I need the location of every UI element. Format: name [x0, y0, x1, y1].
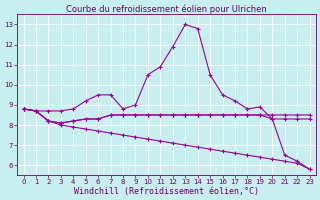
X-axis label: Windchill (Refroidissement éolien,°C): Windchill (Refroidissement éolien,°C): [74, 187, 259, 196]
Title: Courbe du refroidissement éolien pour Ulrichen: Courbe du refroidissement éolien pour Ul…: [66, 4, 267, 14]
